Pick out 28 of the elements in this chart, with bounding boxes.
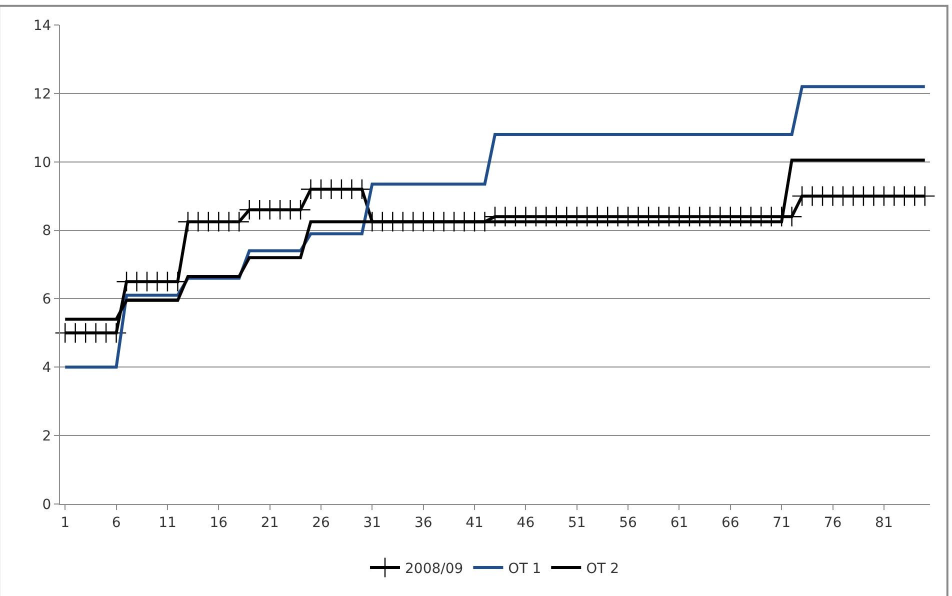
y-tick-label: 6 xyxy=(42,292,52,308)
y-tick-label: 14 xyxy=(33,18,52,34)
legend-label: OT 1 xyxy=(508,560,542,577)
x-tick-label: 61 xyxy=(670,514,688,531)
x-tick-label: 16 xyxy=(210,514,228,531)
legend-label: 2008/09 xyxy=(405,560,464,577)
x-tick-label: 56 xyxy=(619,514,638,531)
x-tick-label: 11 xyxy=(158,514,176,531)
y-tick-label: 10 xyxy=(33,154,52,171)
x-tick-label: 81 xyxy=(875,514,893,531)
y-tick-label: 0 xyxy=(42,496,52,513)
y-tick-label: 8 xyxy=(42,223,52,240)
x-tick-label: 21 xyxy=(260,514,279,531)
x-tick-label: 51 xyxy=(568,514,586,531)
x-tick-label: 1 xyxy=(60,514,70,531)
x-tick-label: 6 xyxy=(112,514,121,531)
y-tick-label: 4 xyxy=(42,360,52,376)
x-tick-label: 26 xyxy=(312,514,330,531)
x-tick-label: 66 xyxy=(721,514,740,531)
x-tick-label: 31 xyxy=(363,514,382,531)
legend-label: OT 2 xyxy=(586,560,620,577)
x-tick-label: 36 xyxy=(414,514,432,531)
y-tick-label: 12 xyxy=(33,86,52,102)
x-tick-label: 71 xyxy=(772,514,791,531)
x-tick-label: 41 xyxy=(466,514,484,531)
x-tick-label: 76 xyxy=(824,514,842,531)
y-tick-label: 2 xyxy=(42,428,52,444)
x-tick-label: 46 xyxy=(516,514,535,531)
